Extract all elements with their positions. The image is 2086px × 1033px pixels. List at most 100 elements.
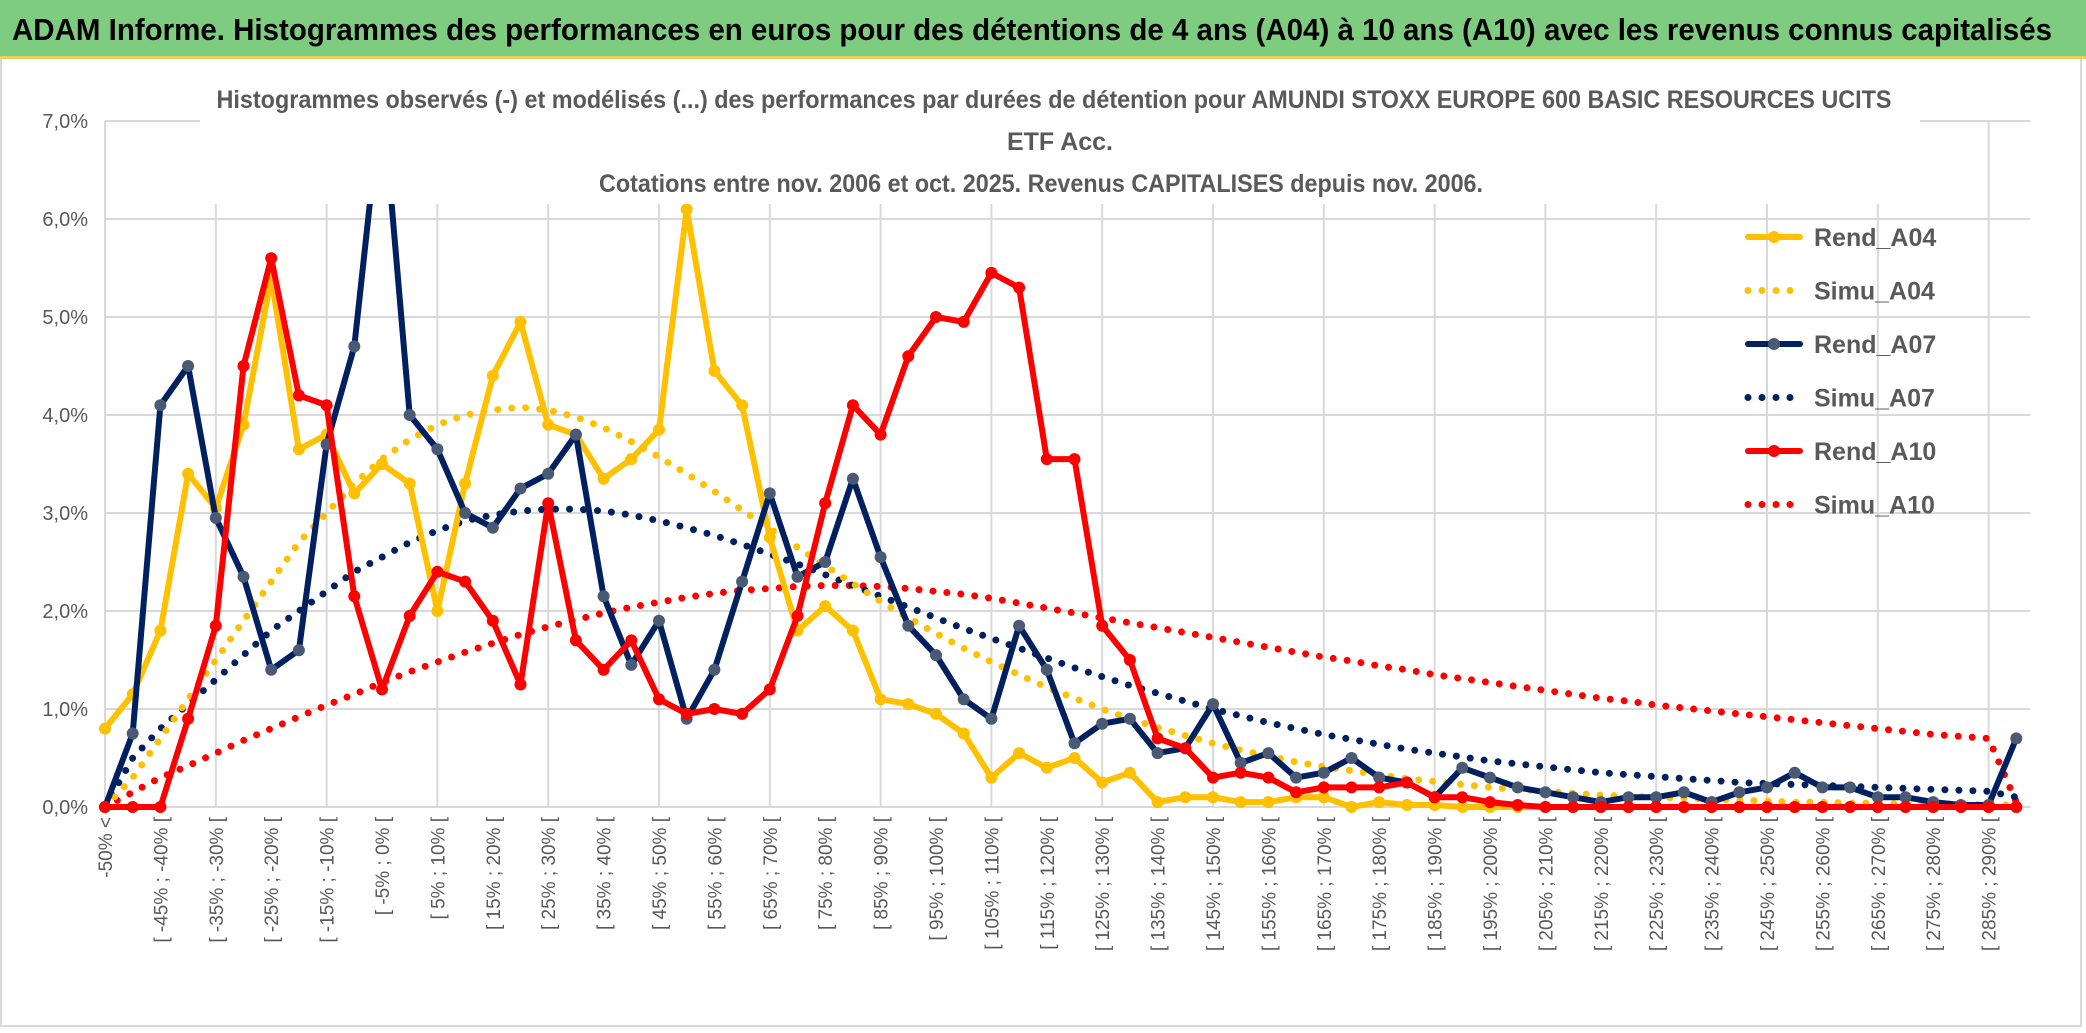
y-axis-ticks: 0,0% 1,0% 2,0% 3,0% 4,0% 5,0% 6,0% 7,0%	[42, 111, 88, 819]
data-point	[542, 418, 555, 431]
data-point	[791, 609, 804, 622]
legend-label: Simu_A07	[1814, 385, 1935, 413]
data-point	[1927, 801, 1940, 813]
y-tick-label: 0,0%	[42, 797, 88, 819]
legend-label: Rend_A07	[1814, 331, 1936, 359]
data-point	[1567, 791, 1580, 804]
legend-item: Simu_A04	[1744, 278, 1935, 306]
x-tick-label: [ 225% ; 230% [	[1647, 816, 1668, 951]
data-point	[846, 472, 859, 485]
data-point	[1733, 801, 1746, 813]
x-tick-label: [ 245% ; 250% [	[1758, 816, 1779, 951]
data-point	[819, 600, 832, 613]
header-underline	[0, 56, 2086, 59]
data-point	[1123, 766, 1136, 779]
data-point	[1345, 801, 1358, 813]
data-point	[209, 619, 222, 632]
data-point	[182, 712, 195, 725]
chart-title-line-2: ETF Acc.	[1007, 128, 1113, 156]
data-point	[486, 614, 499, 627]
x-tick-label: [ 255% ; 260% [	[1813, 816, 1834, 951]
data-point	[348, 340, 361, 353]
data-point	[791, 570, 804, 583]
data-point	[1511, 781, 1524, 794]
data-point	[1788, 766, 1801, 779]
data-point	[1013, 619, 1026, 632]
data-point	[154, 624, 167, 637]
data-point	[1567, 801, 1580, 813]
data-point	[1539, 801, 1552, 813]
data-point	[431, 443, 444, 456]
legend-marker	[1768, 231, 1780, 243]
data-point	[403, 609, 416, 622]
data-point	[1207, 791, 1219, 804]
data-point	[1040, 663, 1053, 676]
data-point	[763, 683, 776, 696]
y-tick-label: 5,0%	[42, 307, 88, 329]
x-axis-ticks: -50% < [ -45% ; -40% [[ -35% ; -30% [[ -2…	[96, 816, 2001, 951]
x-tick-label: [ 75% ; 80% [	[816, 816, 837, 930]
data-point	[292, 389, 305, 402]
data-point	[1317, 781, 1330, 794]
x-tick-label: [ 185% ; 190% [	[1426, 816, 1447, 951]
data-point	[1040, 453, 1053, 466]
data-point	[1123, 712, 1136, 725]
legend-label: Rend_A04	[1814, 224, 1936, 252]
data-point	[708, 663, 721, 676]
data-point	[819, 497, 832, 510]
data-point	[1207, 698, 1219, 711]
data-point	[1373, 781, 1386, 794]
data-point	[1816, 801, 1829, 813]
data-point	[1096, 717, 1109, 730]
legend-label: Simu_A10	[1814, 492, 1935, 520]
data-point	[265, 252, 278, 265]
data-point	[1484, 771, 1496, 784]
data-point	[1151, 747, 1164, 760]
data-point	[1290, 771, 1303, 784]
x-tick-label: [ 205% ; 210% [	[1536, 816, 1557, 951]
data-point	[736, 399, 749, 412]
data-point	[1068, 453, 1081, 466]
data-point	[874, 551, 887, 564]
data-point	[1622, 791, 1635, 804]
data-point	[2010, 801, 2023, 813]
data-point	[1844, 781, 1857, 794]
legend: Rend_A04 Simu_A04 Rend_A07 Simu_A07 Rend_A10…	[1744, 224, 1936, 520]
data-point	[1262, 771, 1275, 784]
data-point	[431, 605, 444, 617]
data-point	[1456, 791, 1469, 804]
legend-label: Simu_A04	[1814, 278, 1935, 306]
grid-lines	[104, 120, 2031, 808]
data-point	[1511, 799, 1524, 812]
data-point	[597, 663, 610, 676]
data-point	[874, 693, 887, 706]
data-point	[1345, 781, 1358, 794]
data-point	[1677, 801, 1690, 813]
data-point	[1373, 796, 1386, 809]
data-point	[625, 453, 638, 466]
data-point	[237, 360, 250, 372]
x-tick-label: -50% <	[96, 817, 117, 878]
data-point	[1622, 801, 1635, 813]
data-point	[1428, 791, 1441, 804]
data-point	[708, 703, 721, 715]
data-point	[99, 722, 111, 735]
series-simu-a07	[101, 505, 2020, 811]
legend-label: Rend_A10	[1814, 438, 1936, 466]
x-tick-label: [ 45% ; 50% [	[650, 816, 671, 930]
data-point	[1705, 801, 1718, 813]
data-point	[1400, 799, 1413, 812]
data-point	[1234, 756, 1247, 769]
data-point	[376, 458, 388, 470]
data-point	[1733, 786, 1746, 799]
x-tick-label: [ 95% ; 100% [	[927, 816, 948, 940]
data-point	[1871, 801, 1884, 813]
data-point	[680, 707, 693, 720]
x-tick-label: [ 215% ; 220% [	[1592, 816, 1613, 951]
x-tick-label: [ -15% ; -10% [	[318, 816, 339, 942]
header-bar	[0, 0, 2086, 56]
data-point	[1345, 752, 1358, 764]
x-tick-label: [ 165% ; 170% [	[1315, 816, 1336, 951]
legend-marker	[1768, 338, 1780, 350]
x-tick-label: [ 175% ; 180% [	[1370, 816, 1391, 951]
